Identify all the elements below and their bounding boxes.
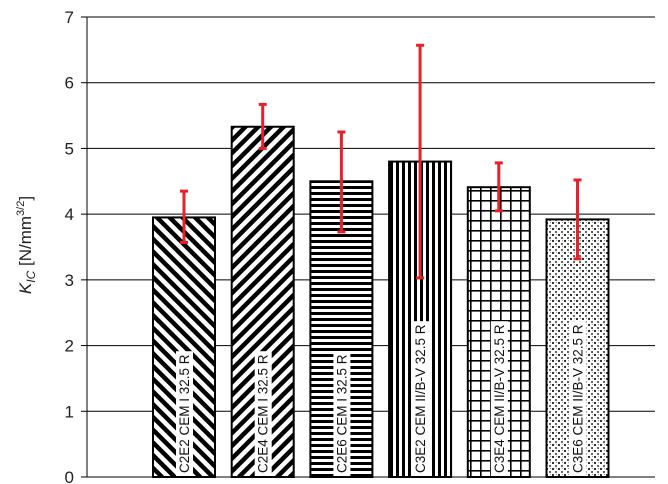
bar-label: C2E2 CEM I 32.5 R [177,354,192,473]
bar-label-group: C3E6 CEM II/B-V 32.5 R [569,321,587,476]
bar-label: C3E6 CEM II/B-V 32.5 R [571,324,586,473]
bar-label: C3E4 CEM II/B-V 32.5 R [492,324,507,473]
axes [81,16,655,478]
bar-label-group: C2E2 CEM I 32.5 R [176,351,193,476]
error-bars [180,43,582,280]
bar-label: C3E2 CEM II/B-V 32.5 R [413,324,428,473]
bar-label-background [569,321,587,476]
bar-label-background [333,351,351,476]
bar-label: C2E6 CEM I 32.5 R [334,354,349,473]
bars [152,125,610,479]
bar-label-group: C3E2 CEM II/B-V 32.5 R [412,321,430,476]
y-tick-label: 3 [65,271,74,290]
y-tick-labels: 0 1 2 3 4 5 6 7 [65,8,74,484]
y-tick-label: 5 [65,139,74,158]
bar-label-background [254,351,272,476]
bar-label-background [490,321,508,476]
y-tick-label: 0 [65,468,74,484]
bar-label-background [176,351,193,476]
bar-label-group: C2E6 CEM I 32.5 R [333,351,351,476]
y-tick-label: 6 [65,74,74,93]
y-axis-label: KIC [N/mm3/2] [15,196,38,294]
y-tick-label: 1 [65,402,74,421]
bar-label: C2E4 CEM I 32.5 R [256,354,271,473]
y-tick-label: 7 [65,8,74,27]
bar-label-group: C3E4 CEM II/B-V 32.5 R [490,321,508,476]
y-tick-label: 4 [65,205,74,224]
bar-labels: C2E2 CEM I 32.5 R C2E4 CEM I 32.5 R C2E6 C… [176,321,587,476]
bar-label-background [412,321,430,476]
y-tick-label: 2 [65,337,74,356]
bar-label-group: C2E4 CEM I 32.5 R [254,351,272,476]
